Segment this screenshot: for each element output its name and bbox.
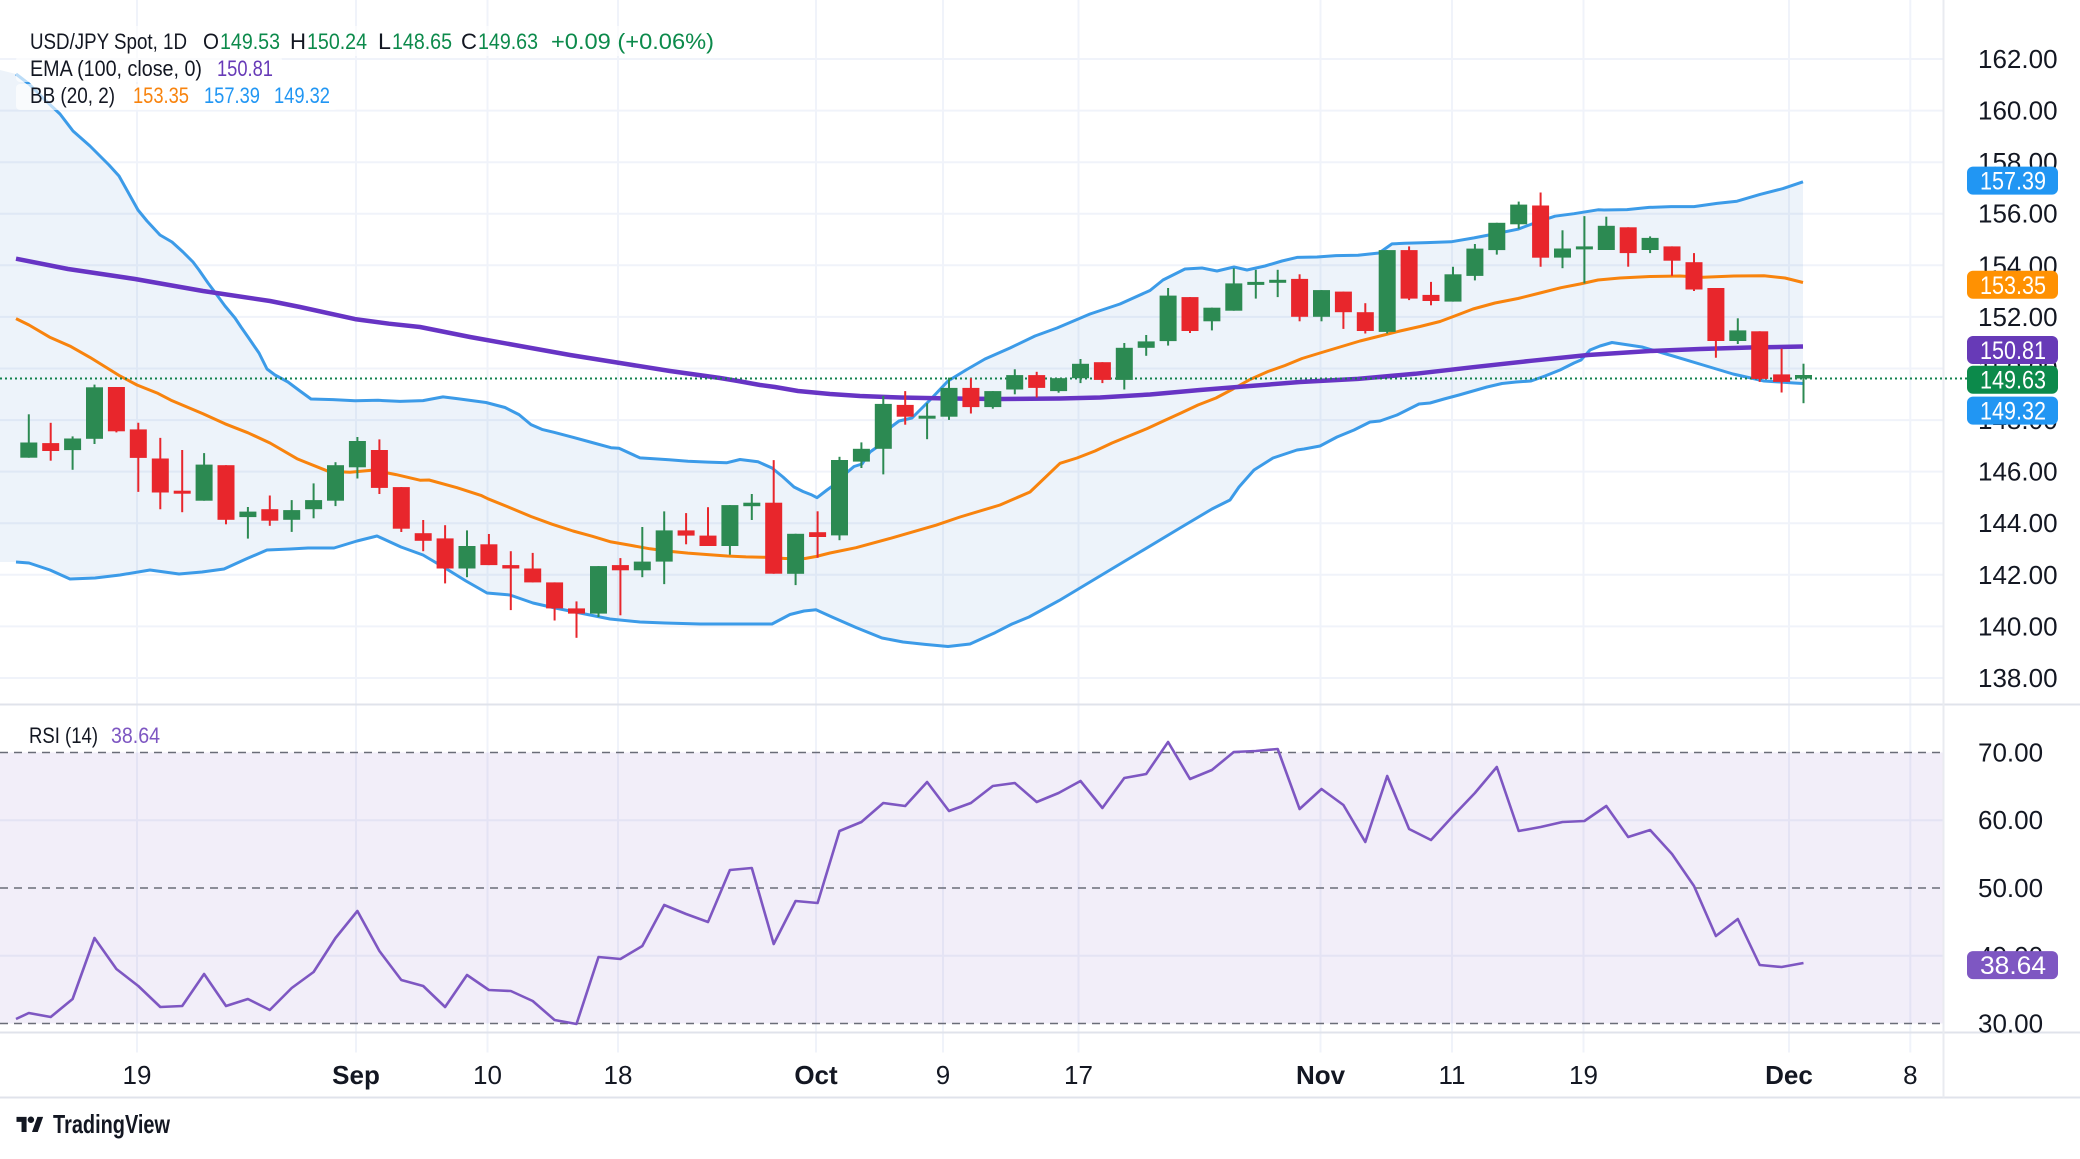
- svg-text:153.35: 153.35: [1980, 272, 2046, 300]
- svg-text:BB (20, 2): BB (20, 2): [30, 83, 115, 108]
- svg-text:+0.09 (+0.06%): +0.09 (+0.06%): [551, 29, 714, 54]
- svg-text:142.00: 142.00: [1978, 560, 2058, 590]
- svg-text:38.64: 38.64: [111, 723, 160, 748]
- svg-text:9: 9: [936, 1060, 950, 1090]
- svg-text:153.35: 153.35: [133, 83, 189, 108]
- svg-text:TradingView: TradingView: [53, 1109, 171, 1139]
- svg-text:149.53: 149.53: [220, 29, 280, 54]
- svg-text:17: 17: [1064, 1060, 1093, 1090]
- svg-text:38.64: 38.64: [1980, 952, 2046, 980]
- svg-text:144.00: 144.00: [1978, 508, 2058, 538]
- svg-text:Nov: Nov: [1296, 1060, 1346, 1090]
- svg-text:150.81: 150.81: [1980, 337, 2046, 365]
- svg-text:156.00: 156.00: [1978, 199, 2058, 229]
- svg-text:Oct: Oct: [794, 1060, 838, 1090]
- svg-text:10: 10: [473, 1060, 502, 1090]
- svg-text:149.63: 149.63: [478, 29, 538, 54]
- svg-text:149.63: 149.63: [1980, 367, 2046, 395]
- svg-text:157.39: 157.39: [204, 83, 260, 108]
- svg-text:C: C: [461, 29, 477, 54]
- svg-text:L: L: [378, 29, 391, 54]
- svg-text:60.00: 60.00: [1978, 805, 2043, 835]
- svg-text:157.39: 157.39: [1980, 168, 2046, 196]
- svg-text:150.24: 150.24: [307, 29, 367, 54]
- svg-text:USD/JPY Spot, 1D: USD/JPY Spot, 1D: [30, 29, 187, 54]
- svg-text:148.65: 148.65: [392, 29, 452, 54]
- svg-text:H: H: [290, 29, 306, 54]
- svg-text:8: 8: [1903, 1060, 1917, 1090]
- svg-text:Dec: Dec: [1765, 1060, 1813, 1090]
- svg-text:146.00: 146.00: [1978, 457, 2058, 487]
- svg-text:140.00: 140.00: [1978, 611, 2058, 641]
- svg-text:152.00: 152.00: [1978, 302, 2058, 332]
- svg-text:138.00: 138.00: [1978, 663, 2058, 693]
- svg-text:Sep: Sep: [332, 1060, 380, 1090]
- svg-text:19: 19: [123, 1060, 152, 1090]
- svg-text:EMA (100, close, 0): EMA (100, close, 0): [30, 56, 202, 81]
- svg-text:19: 19: [1569, 1060, 1598, 1090]
- svg-text:11: 11: [1439, 1060, 1466, 1090]
- svg-text:160.00: 160.00: [1978, 96, 2058, 126]
- svg-text:162.00: 162.00: [1978, 44, 2058, 74]
- svg-text:149.32: 149.32: [1980, 398, 2046, 426]
- svg-text:149.32: 149.32: [274, 83, 330, 108]
- svg-text:50.00: 50.00: [1978, 873, 2043, 903]
- svg-text:O: O: [203, 29, 219, 54]
- svg-text:30.00: 30.00: [1978, 1009, 2043, 1039]
- svg-text:150.81: 150.81: [217, 56, 273, 81]
- svg-text:18: 18: [604, 1060, 633, 1090]
- svg-text:70.00: 70.00: [1978, 738, 2043, 768]
- svg-text:RSI (14): RSI (14): [29, 723, 98, 748]
